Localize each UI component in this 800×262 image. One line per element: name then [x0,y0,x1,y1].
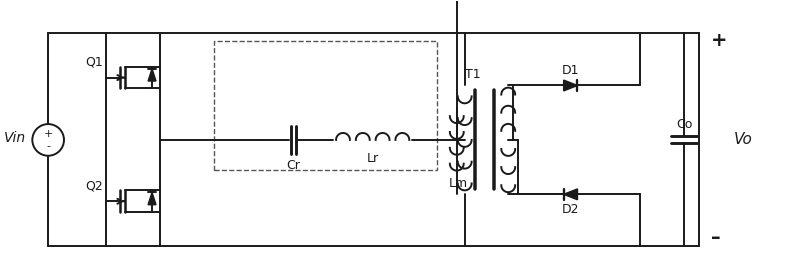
Text: Co: Co [676,118,693,132]
Polygon shape [564,80,578,91]
Text: Q2: Q2 [85,179,102,192]
Text: Vo: Vo [734,132,753,148]
Text: +: + [711,31,727,51]
Polygon shape [148,69,156,81]
Text: D1: D1 [562,64,579,77]
Polygon shape [148,192,156,205]
Text: Vin: Vin [4,131,26,145]
Text: –: – [711,228,721,247]
Polygon shape [564,189,578,200]
Text: T1: T1 [465,68,481,80]
Text: Lm: Lm [449,177,468,189]
Text: D2: D2 [562,203,579,216]
Text: Q1: Q1 [85,56,102,69]
Bar [214,41,437,170]
Text: Lr: Lr [366,152,378,165]
Text: Cr: Cr [286,159,301,172]
Text: +: + [43,129,53,139]
Text: -: - [46,141,50,151]
